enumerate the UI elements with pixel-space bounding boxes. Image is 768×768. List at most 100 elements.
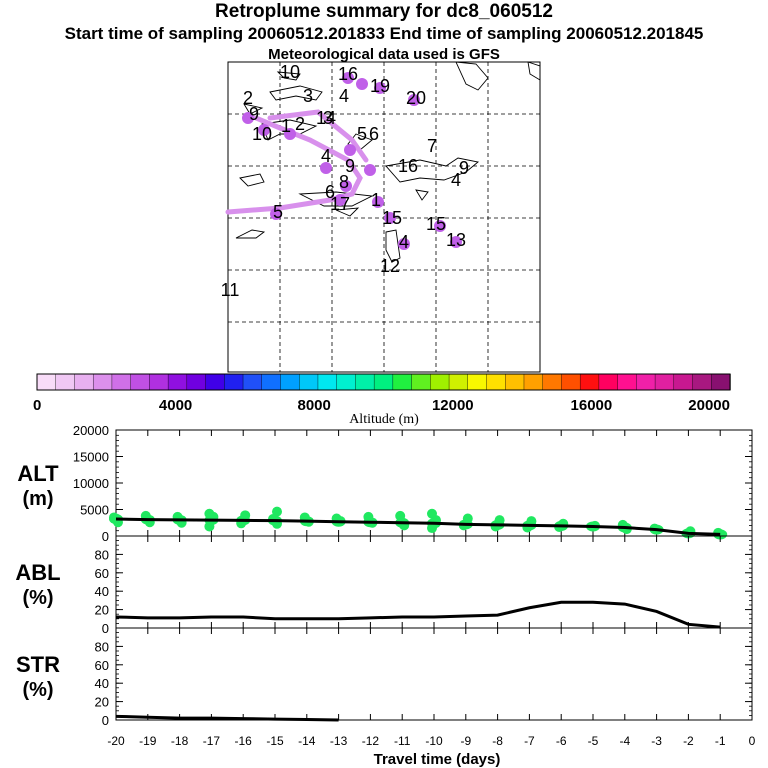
panel-unit-label: (%) — [22, 679, 53, 701]
trajectory-dot — [398, 238, 410, 250]
colorbar-swatch — [149, 373, 169, 391]
trajectory-dot — [356, 78, 368, 90]
x-tick-label: -14 — [298, 734, 316, 748]
x-tick-label: -8 — [492, 734, 503, 748]
y-tick-label: 0 — [102, 529, 109, 544]
colorbar-swatch — [167, 373, 188, 391]
x-tick-label: -12 — [362, 734, 380, 748]
map-time-label: 20 — [406, 88, 426, 108]
trajectory-dot — [258, 124, 270, 136]
map-time-label: 7 — [427, 136, 437, 156]
y-tick-label: 80 — [95, 639, 109, 654]
colorbar-swatch — [542, 373, 563, 391]
map-time-label: 5 — [357, 124, 367, 144]
y-tick-label: 20 — [95, 603, 109, 618]
trajectory-dot — [334, 194, 346, 206]
map-time-label: 4 — [451, 170, 461, 190]
x-tick-label: -2 — [683, 734, 694, 748]
y-tick-label: 20 — [95, 695, 109, 710]
map-time-label: 9 — [345, 156, 355, 176]
series-line — [115, 600, 721, 629]
map-time-label: 2 — [295, 114, 305, 134]
x-tick-label: -18 — [171, 734, 189, 748]
y-tick-label: 0 — [102, 713, 109, 728]
x-tick-label: -15 — [266, 734, 284, 748]
x-tick-label: -6 — [556, 734, 567, 748]
x-tick-label: -13 — [330, 734, 348, 748]
colorbar-swatch — [186, 373, 207, 391]
colorbar-swatch — [617, 373, 638, 391]
y-tick-label: 15000 — [73, 450, 109, 465]
panel-label: ALT — [17, 461, 59, 486]
map-time-label: 4 — [339, 86, 349, 106]
trajectory-dot — [372, 196, 384, 208]
x-tick-label: -17 — [203, 734, 221, 748]
map-time-label: 11 — [221, 280, 240, 300]
x-tick-label: -16 — [235, 734, 253, 748]
colorbar-swatch — [373, 373, 394, 391]
colorbar-swatch — [523, 373, 544, 391]
sampling-time-subtitle: Start time of sampling 20060512.201833 E… — [64, 24, 704, 43]
colorbar-swatch — [711, 373, 731, 391]
map-time-label: 8 — [339, 172, 349, 192]
colorbar-swatch — [486, 373, 506, 391]
chart-title: Retroplume summary for dc8_060512 — [215, 1, 553, 22]
altitude-point — [272, 506, 282, 517]
map-time-label: 9 — [459, 158, 469, 178]
y-tick-label: 60 — [95, 658, 109, 673]
colorbar-swatch — [467, 373, 488, 391]
colorbar-swatch — [336, 373, 357, 391]
panel-frame — [115, 627, 753, 721]
colorbar-swatch — [299, 373, 319, 391]
colorbar-swatch — [448, 373, 469, 391]
trajectory-dot — [340, 180, 352, 192]
colorbar-swatch — [692, 373, 712, 391]
trajectory-dot — [408, 94, 420, 106]
median-altitude-line — [115, 517, 721, 536]
map-time-label: 16 — [398, 156, 418, 176]
map-grid — [228, 62, 540, 372]
colorbar-swatch — [74, 373, 94, 391]
colorbar-tick-label: 12000 — [432, 397, 474, 414]
map-time-label: 17 — [330, 194, 350, 214]
trajectory-dots — [242, 72, 462, 250]
x-tick-label: -5 — [588, 734, 599, 748]
panel-unit-label: (m) — [22, 488, 53, 510]
trajectory-dot — [364, 164, 376, 176]
colorbar-tick-label: 4000 — [159, 397, 192, 414]
trajectory-dot — [342, 72, 354, 84]
colorbar-swatch — [261, 373, 282, 391]
colorbar-swatch — [55, 373, 76, 391]
colorbar-swatch — [579, 373, 600, 391]
map-time-label: 10 — [252, 124, 272, 144]
colorbar-swatch — [355, 373, 375, 391]
map-time-label: 15 — [382, 208, 402, 228]
map-time-label: 14 — [316, 108, 336, 128]
x-tick-label: -1 — [715, 734, 726, 748]
colorbar-swatch — [561, 373, 581, 391]
map-time-label: 5 — [273, 202, 283, 222]
colorbar-tick-label: 0 — [33, 397, 41, 414]
map-time-label: 3 — [323, 108, 333, 128]
colorbar-axis-label: Altitude (m) — [349, 412, 419, 427]
trajectory-dot — [320, 162, 332, 174]
y-tick-label: 10000 — [73, 476, 109, 491]
x-tick-label: -3 — [651, 734, 662, 748]
trajectory-dot — [434, 220, 446, 232]
trajectory-dot — [450, 236, 462, 248]
y-tick-label: 0 — [102, 621, 109, 636]
map-time-label: 9 — [249, 104, 259, 124]
colorbar-swatch — [392, 373, 413, 391]
map-time-label: 12 — [380, 256, 400, 276]
map-time-label: 13 — [446, 230, 466, 250]
panel-frame — [115, 535, 753, 629]
colorbar-tick-label: 20000 — [688, 397, 730, 414]
y-tick-label: 5000 — [80, 503, 109, 518]
y-tick-label: 40 — [95, 676, 109, 691]
colorbar-swatch — [673, 373, 694, 391]
y-tick-label: 60 — [95, 566, 109, 581]
trajectory-dot — [284, 128, 296, 140]
x-tick-label: -7 — [524, 734, 535, 748]
